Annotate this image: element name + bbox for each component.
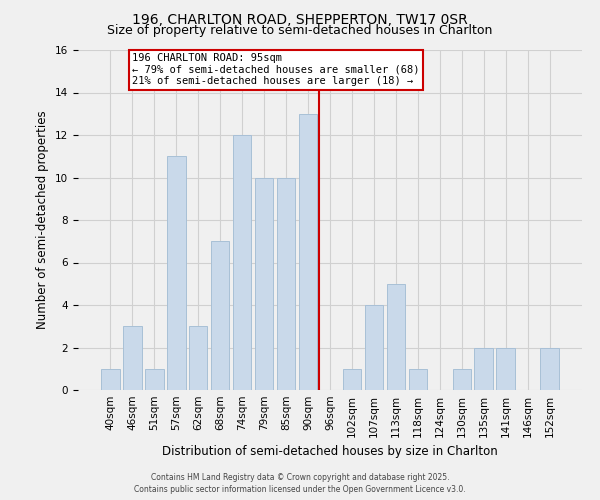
Bar xyxy=(343,369,361,390)
Bar xyxy=(409,369,427,390)
X-axis label: Distribution of semi-detached houses by size in Charlton: Distribution of semi-detached houses by … xyxy=(162,446,498,458)
Bar xyxy=(365,305,383,390)
Bar xyxy=(101,369,119,390)
Bar xyxy=(475,348,493,390)
Bar xyxy=(299,114,317,390)
Bar xyxy=(496,348,515,390)
Bar xyxy=(123,326,142,390)
Bar xyxy=(277,178,295,390)
Text: 196 CHARLTON ROAD: 95sqm
← 79% of semi-detached houses are smaller (68)
21% of s: 196 CHARLTON ROAD: 95sqm ← 79% of semi-d… xyxy=(132,53,420,86)
Bar xyxy=(145,369,164,390)
Text: Size of property relative to semi-detached houses in Charlton: Size of property relative to semi-detach… xyxy=(107,24,493,37)
Bar xyxy=(452,369,471,390)
Bar xyxy=(211,242,229,390)
Text: Contains HM Land Registry data © Crown copyright and database right 2025.
Contai: Contains HM Land Registry data © Crown c… xyxy=(134,473,466,494)
Bar xyxy=(189,326,208,390)
Bar xyxy=(255,178,274,390)
Text: 196, CHARLTON ROAD, SHEPPERTON, TW17 0SR: 196, CHARLTON ROAD, SHEPPERTON, TW17 0SR xyxy=(132,12,468,26)
Bar xyxy=(541,348,559,390)
Bar xyxy=(167,156,185,390)
Bar xyxy=(386,284,405,390)
Y-axis label: Number of semi-detached properties: Number of semi-detached properties xyxy=(37,110,49,330)
Bar xyxy=(233,135,251,390)
